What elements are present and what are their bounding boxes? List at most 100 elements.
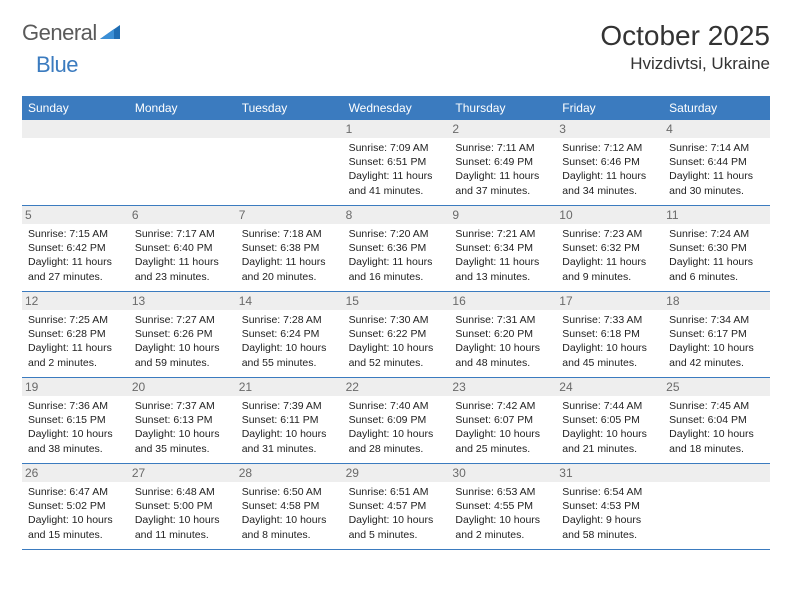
sunrise-text: Sunrise: 7:27 AM bbox=[135, 313, 230, 327]
daylight-text: Daylight: 10 hours and 42 minutes. bbox=[669, 341, 764, 369]
calendar-cell: 9Sunrise: 7:21 AMSunset: 6:34 PMDaylight… bbox=[449, 206, 556, 292]
sunrise-text: Sunrise: 7:44 AM bbox=[562, 399, 657, 413]
sunrise-text: Sunrise: 7:23 AM bbox=[562, 227, 657, 241]
weekday-saturday: Saturday bbox=[663, 96, 770, 120]
sunset-text: Sunset: 4:58 PM bbox=[242, 499, 337, 513]
daylight-text: Daylight: 11 hours and 16 minutes. bbox=[349, 255, 444, 283]
day-number: 19 bbox=[22, 378, 129, 396]
day-details: Sunrise: 7:31 AMSunset: 6:20 PMDaylight:… bbox=[455, 313, 550, 370]
day-details: Sunrise: 7:28 AMSunset: 6:24 PMDaylight:… bbox=[242, 313, 337, 370]
sunrise-text: Sunrise: 7:39 AM bbox=[242, 399, 337, 413]
day-details: Sunrise: 7:39 AMSunset: 6:11 PMDaylight:… bbox=[242, 399, 337, 456]
sunset-text: Sunset: 6:42 PM bbox=[28, 241, 123, 255]
daylight-text: Daylight: 11 hours and 41 minutes. bbox=[349, 169, 444, 197]
weekday-friday: Friday bbox=[556, 96, 663, 120]
location-label: Hvizdivtsi, Ukraine bbox=[600, 54, 770, 74]
weekday-tuesday: Tuesday bbox=[236, 96, 343, 120]
sunrise-text: Sunrise: 7:30 AM bbox=[349, 313, 444, 327]
calendar-cell: 26Sunrise: 6:47 AMSunset: 5:02 PMDayligh… bbox=[22, 464, 129, 550]
sunrise-text: Sunrise: 7:45 AM bbox=[669, 399, 764, 413]
day-details: Sunrise: 7:33 AMSunset: 6:18 PMDaylight:… bbox=[562, 313, 657, 370]
sunset-text: Sunset: 6:51 PM bbox=[349, 155, 444, 169]
sunset-text: Sunset: 4:57 PM bbox=[349, 499, 444, 513]
calendar-cell: 29Sunrise: 6:51 AMSunset: 4:57 PMDayligh… bbox=[343, 464, 450, 550]
sunset-text: Sunset: 6:05 PM bbox=[562, 413, 657, 427]
sunset-text: Sunset: 6:26 PM bbox=[135, 327, 230, 341]
daylight-text: Daylight: 11 hours and 13 minutes. bbox=[455, 255, 550, 283]
calendar-cell: 17 Sunrise: 7:33 AMSunset: 6:18 PMDayligh… bbox=[556, 292, 663, 378]
calendar-cell: 6Sunrise: 7:17 AMSunset: 6:40 PMDaylight… bbox=[129, 206, 236, 292]
daylight-text: Daylight: 10 hours and 35 minutes. bbox=[135, 427, 230, 455]
sunset-text: Sunset: 6:22 PM bbox=[349, 327, 444, 341]
calendar-cell bbox=[129, 120, 236, 206]
day-number: 23 bbox=[449, 378, 556, 396]
day-number: 6 bbox=[129, 206, 236, 224]
day-details: Sunrise: 7:27 AMSunset: 6:26 PMDaylight:… bbox=[135, 313, 230, 370]
sunrise-text: Sunrise: 7:33 AM bbox=[562, 313, 657, 327]
daylight-text: Daylight: 10 hours and 31 minutes. bbox=[242, 427, 337, 455]
sunset-text: Sunset: 6:11 PM bbox=[242, 413, 337, 427]
daylight-text: Daylight: 10 hours and 25 minutes. bbox=[455, 427, 550, 455]
day-number: 20 bbox=[129, 378, 236, 396]
daylight-text: Daylight: 10 hours and 2 minutes. bbox=[455, 513, 550, 541]
daylight-text: Daylight: 10 hours and 11 minutes. bbox=[135, 513, 230, 541]
calendar-cell: 22Sunrise: 7:40 AMSunset: 6:09 PMDayligh… bbox=[343, 378, 450, 464]
day-number: 7 bbox=[236, 206, 343, 224]
day-details: Sunrise: 7:24 AMSunset: 6:30 PMDaylight:… bbox=[669, 227, 764, 284]
sunset-text: Sunset: 6:49 PM bbox=[455, 155, 550, 169]
sunrise-text: Sunrise: 7:36 AM bbox=[28, 399, 123, 413]
calendar-cell: 3Sunrise: 7:12 AMSunset: 6:46 PMDaylight… bbox=[556, 120, 663, 206]
sunrise-text: Sunrise: 7:21 AM bbox=[455, 227, 550, 241]
day-number: 12 bbox=[22, 292, 129, 310]
day-number: 29 bbox=[343, 464, 450, 482]
calendar-cell: 12 Sunrise: 7:25 AMSunset: 6:28 PMDayligh… bbox=[22, 292, 129, 378]
daylight-text: Daylight: 10 hours and 38 minutes. bbox=[28, 427, 123, 455]
calendar-cell: 13Sunrise: 7:27 AMSunset: 6:26 PMDayligh… bbox=[129, 292, 236, 378]
sunrise-text: Sunrise: 7:42 AM bbox=[455, 399, 550, 413]
sunset-text: Sunset: 6:04 PM bbox=[669, 413, 764, 427]
sunset-text: Sunset: 6:44 PM bbox=[669, 155, 764, 169]
day-details: Sunrise: 7:42 AMSunset: 6:07 PMDaylight:… bbox=[455, 399, 550, 456]
sunrise-text: Sunrise: 7:24 AM bbox=[669, 227, 764, 241]
sunrise-text: Sunrise: 6:47 AM bbox=[28, 485, 123, 499]
sunset-text: Sunset: 6:34 PM bbox=[455, 241, 550, 255]
calendar-cell: 27Sunrise: 6:48 AMSunset: 5:00 PMDayligh… bbox=[129, 464, 236, 550]
sunrise-text: Sunrise: 7:12 AM bbox=[562, 141, 657, 155]
calendar-grid: Sunday Monday Tuesday Wednesday Thursday… bbox=[22, 96, 770, 550]
calendar-cell: 25Sunrise: 7:45 AMSunset: 6:04 PMDayligh… bbox=[663, 378, 770, 464]
daylight-text: Daylight: 11 hours and 2 minutes. bbox=[28, 341, 123, 369]
day-details: Sunrise: 7:40 AMSunset: 6:09 PMDaylight:… bbox=[349, 399, 444, 456]
sunset-text: Sunset: 5:02 PM bbox=[28, 499, 123, 513]
sunrise-text: Sunrise: 7:25 AM bbox=[28, 313, 123, 327]
sunset-text: Sunset: 4:55 PM bbox=[455, 499, 550, 513]
day-details: Sunrise: 7:09 AMSunset: 6:51 PMDaylight:… bbox=[349, 141, 444, 198]
calendar-cell: 18Sunrise: 7:34 AMSunset: 6:17 PMDayligh… bbox=[663, 292, 770, 378]
daylight-text: Daylight: 11 hours and 20 minutes. bbox=[242, 255, 337, 283]
day-details: Sunrise: 6:47 AMSunset: 5:02 PMDaylight:… bbox=[28, 485, 123, 542]
day-number: 2 bbox=[449, 120, 556, 138]
calendar-cell: 24Sunrise: 7:44 AMSunset: 6:05 PMDayligh… bbox=[556, 378, 663, 464]
daylight-text: Daylight: 10 hours and 52 minutes. bbox=[349, 341, 444, 369]
calendar-cell: 23 Sunrise: 7:42 AMSunset: 6:07 PMDayligh… bbox=[449, 378, 556, 464]
sunset-text: Sunset: 6:28 PM bbox=[28, 327, 123, 341]
sunrise-text: Sunrise: 7:18 AM bbox=[242, 227, 337, 241]
daylight-text: Daylight: 10 hours and 18 minutes. bbox=[669, 427, 764, 455]
day-number: 14 bbox=[236, 292, 343, 310]
sunset-text: Sunset: 6:30 PM bbox=[669, 241, 764, 255]
sunrise-text: Sunrise: 7:31 AM bbox=[455, 313, 550, 327]
day-number: 3 bbox=[556, 120, 663, 138]
calendar-cell: 5Sunrise: 7:15 AMSunset: 6:42 PMDaylight… bbox=[22, 206, 129, 292]
day-number: 15 bbox=[343, 292, 450, 310]
day-number: 30 bbox=[449, 464, 556, 482]
brand-logo: General bbox=[22, 20, 123, 46]
day-number: 11 bbox=[663, 206, 770, 224]
daylight-text: Daylight: 11 hours and 30 minutes. bbox=[669, 169, 764, 197]
day-number: 24 bbox=[556, 378, 663, 396]
day-number: 17 bbox=[556, 292, 663, 310]
daylight-text: Daylight: 10 hours and 8 minutes. bbox=[242, 513, 337, 541]
daylight-text: Daylight: 11 hours and 9 minutes. bbox=[562, 255, 657, 283]
calendar-page: General October 2025 Hvizdivtsi, Ukraine… bbox=[0, 0, 792, 570]
calendar-cell: 8Sunrise: 7:20 AMSunset: 6:36 PMDaylight… bbox=[343, 206, 450, 292]
daylight-text: Daylight: 9 hours and 58 minutes. bbox=[562, 513, 657, 541]
daylight-text: Daylight: 10 hours and 59 minutes. bbox=[135, 341, 230, 369]
